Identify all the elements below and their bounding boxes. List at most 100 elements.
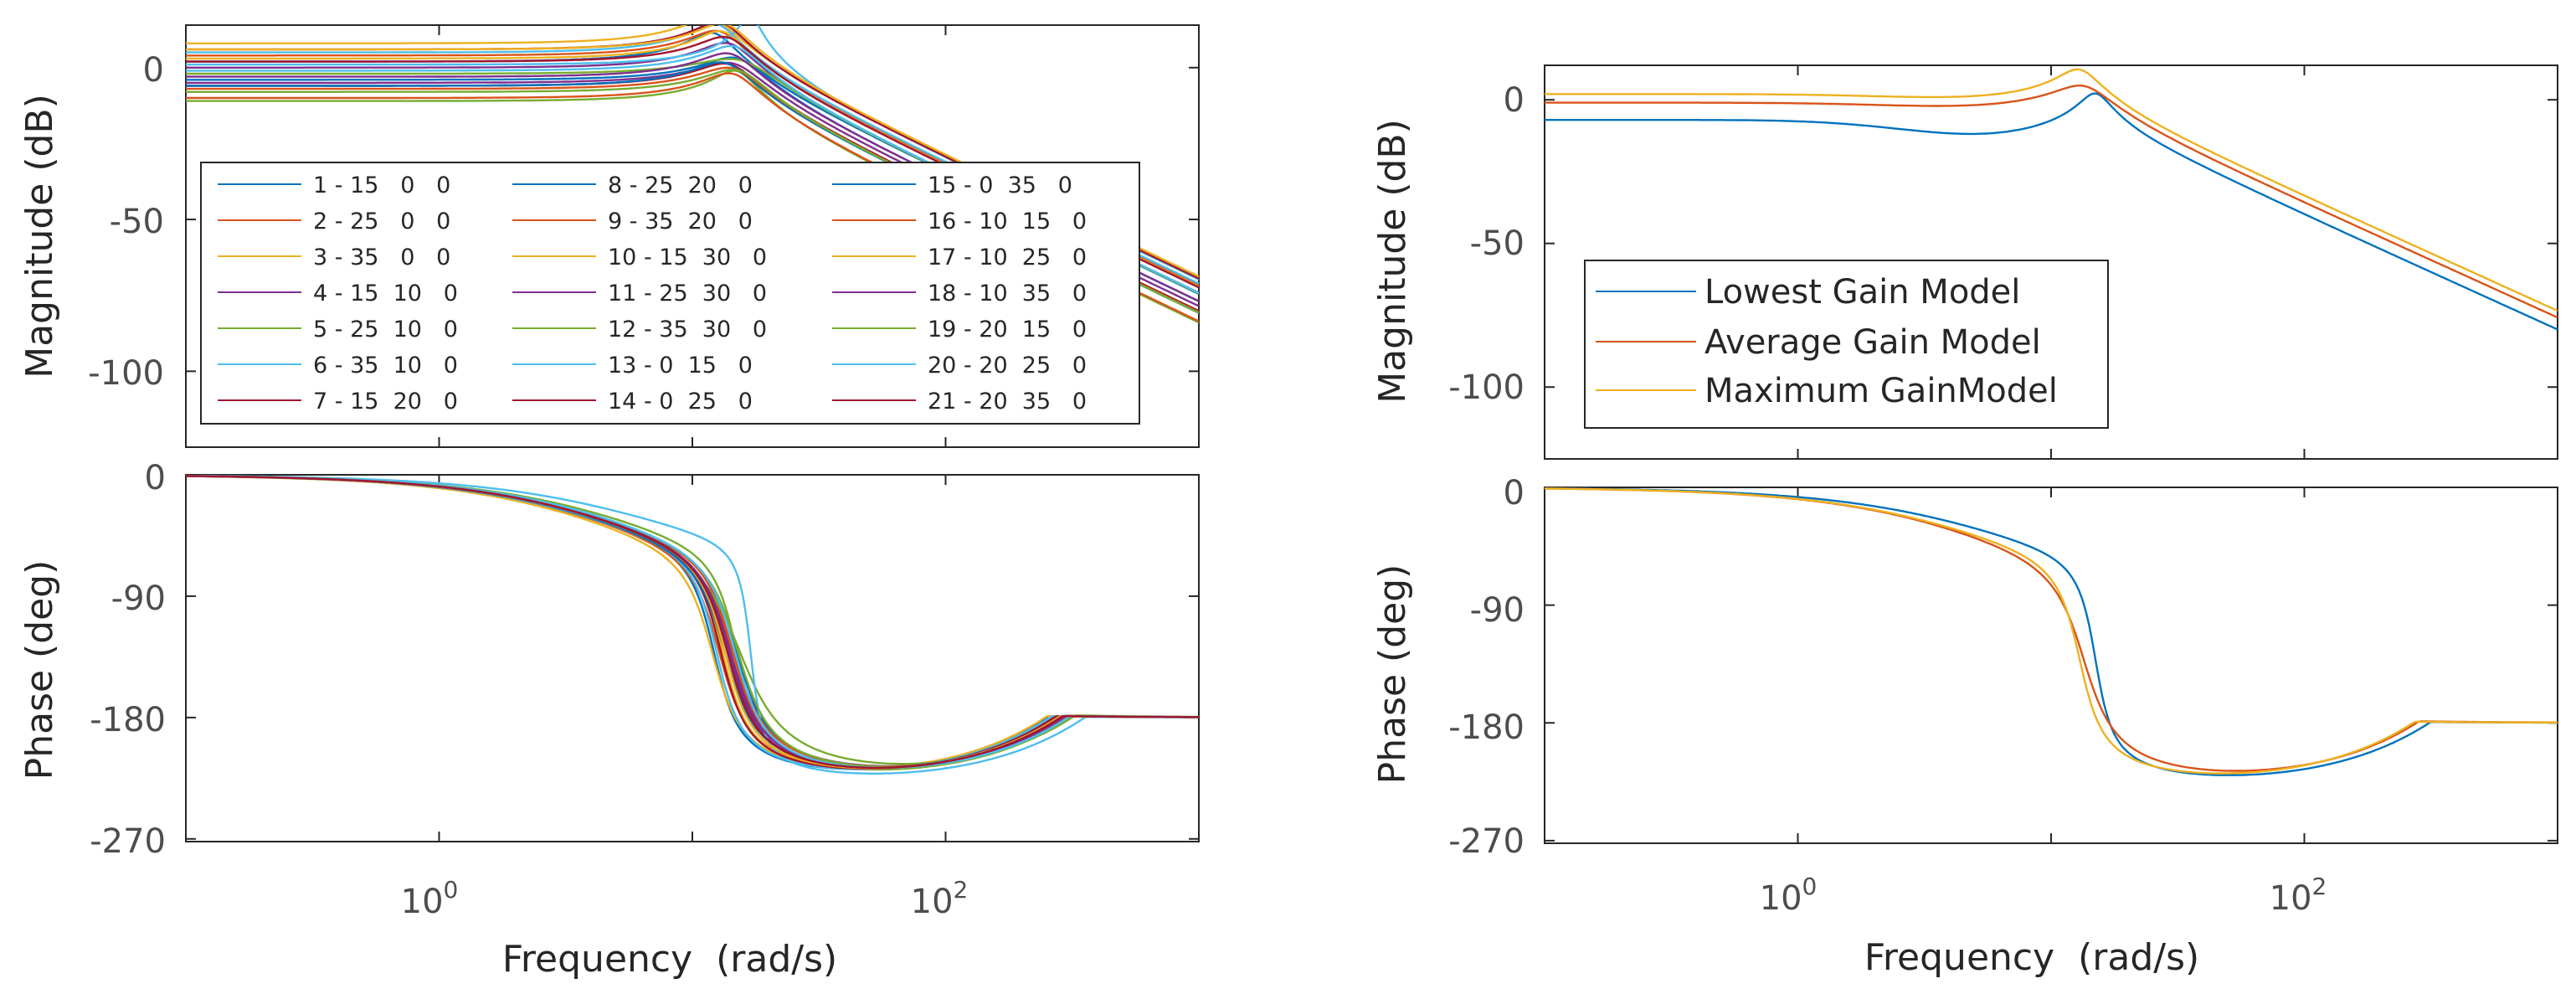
legend-label: 7 - 15 20 0 xyxy=(313,389,458,415)
series-line xyxy=(1545,68,2558,312)
series-line xyxy=(186,475,1199,770)
legend-entry: 16 - 10 15 0 xyxy=(832,209,1087,234)
legend-label: 6 - 35 10 0 xyxy=(313,353,458,379)
left-phase-axes: 0 -90 -180 -270 100 102 Phase (deg) Freq… xyxy=(18,459,1200,981)
right-phase-plot-area xyxy=(1544,487,2558,844)
legend-entry: 15 - 0 35 0 xyxy=(832,173,1072,198)
legend-label: 8 - 25 20 0 xyxy=(608,173,753,198)
legend-label: 17 - 10 25 0 xyxy=(928,245,1087,270)
left-phase-series xyxy=(186,475,1199,775)
legend-entry: 8 - 25 20 0 xyxy=(512,173,753,198)
right-xtick-labels: 100 102 xyxy=(1760,873,2327,918)
ytick-label: -180 xyxy=(1448,708,1525,747)
y-axis-label: Magnitude (dB) xyxy=(1371,119,1414,404)
legend-label: 3 - 35 0 0 xyxy=(313,245,450,270)
legend-label: 19 - 20 15 0 xyxy=(928,317,1087,342)
legend-entry: 2 - 25 0 0 xyxy=(218,209,450,234)
xtick-label: 100 xyxy=(1760,873,1818,918)
legend-label: 20 - 20 25 0 xyxy=(928,353,1087,379)
legend-entry: 6 - 35 10 0 xyxy=(218,353,458,379)
legend-label: 11 - 25 30 0 xyxy=(608,281,767,306)
y-axis-label: Magnitude (dB) xyxy=(18,94,61,379)
legend-entry: 4 - 15 10 0 xyxy=(218,281,458,306)
legend-entry: 21 - 20 35 0 xyxy=(832,389,1087,415)
legend-entry: Average Gain Model xyxy=(1596,323,2041,362)
left-phase-plot-area xyxy=(185,474,1200,842)
xtick-label: 102 xyxy=(911,876,969,921)
ytick-label: -270 xyxy=(1448,822,1525,861)
legend-entry: 14 - 0 25 0 xyxy=(512,389,753,415)
legend-entry: 7 - 15 20 0 xyxy=(218,389,458,415)
legend-label: 16 - 10 15 0 xyxy=(928,209,1087,234)
right-phase-axes: 0 -90 -180 -270 100 102 Phase (deg) Freq… xyxy=(1371,474,2558,979)
legend-entry: 1 - 15 0 0 xyxy=(218,173,450,198)
left-magnitude-ytick-labels: 0 -50 -100 xyxy=(88,51,164,393)
ytick-label: -100 xyxy=(1448,368,1525,407)
left-xtick-labels: 100 102 xyxy=(401,876,969,921)
right-phase-ytick-labels: 0 -90 -180 -270 xyxy=(1448,474,1525,861)
x-axis-label: Frequency (rad/s) xyxy=(1864,936,2199,979)
legend-entry: 19 - 20 15 0 xyxy=(832,317,1087,342)
legend-entry: 9 - 35 20 0 xyxy=(512,209,753,234)
legend-label: 13 - 0 15 0 xyxy=(608,353,753,379)
series-line xyxy=(186,475,1199,775)
legend-entries: 1 - 15 0 0 2 - 25 0 0 3 - 35 0 0 4 - 15 … xyxy=(218,173,1087,415)
legend-label: 9 - 35 20 0 xyxy=(608,209,753,234)
legend-label: 14 - 0 25 0 xyxy=(608,389,753,415)
right-magnitude-series xyxy=(1545,68,2558,331)
legend-label: Lowest Gain Model xyxy=(1704,273,2020,312)
legend-label: 18 - 10 35 0 xyxy=(928,281,1087,306)
xtick-label: 100 xyxy=(401,876,459,921)
series-line xyxy=(1545,487,2558,775)
right-legend: Lowest Gain Model Average Gain Model Max… xyxy=(1584,260,2109,429)
ytick-label: 0 xyxy=(145,459,166,497)
x-axis-label: Frequency (rad/s) xyxy=(502,938,837,981)
series-line xyxy=(1545,84,2558,319)
legend-entry: 20 - 20 25 0 xyxy=(832,353,1087,379)
legend-entry: 12 - 35 30 0 xyxy=(512,317,767,342)
legend-label: 12 - 35 30 0 xyxy=(608,317,767,342)
left-phase-ytick-labels: 0 -90 -180 -270 xyxy=(90,459,166,861)
right-magnitude-ticks xyxy=(1544,65,2558,459)
legend-box xyxy=(1584,260,2109,429)
xtick-label: 102 xyxy=(2270,873,2327,918)
left-bode-plot: 0 -50 -100 Magnitude (dB) 1 - 15 0 0 2 -… xyxy=(18,24,1200,981)
legend-label: 1 - 15 0 0 xyxy=(313,173,450,198)
ytick-label: 0 xyxy=(1504,81,1525,120)
y-axis-label: Phase (deg) xyxy=(1371,564,1414,785)
right-bode-plot: 0 -50 -100 Magnitude (dB) Lowest Gain Mo… xyxy=(1371,64,2558,979)
legend-label: 10 - 15 30 0 xyxy=(608,245,767,270)
legend-label: 4 - 15 10 0 xyxy=(313,281,458,306)
ytick-label: 0 xyxy=(143,51,164,90)
ytick-label: -270 xyxy=(90,822,166,861)
legend-entry: 13 - 0 15 0 xyxy=(512,353,753,379)
legend-entry: 10 - 15 30 0 xyxy=(512,245,767,270)
legend-label: 21 - 20 35 0 xyxy=(928,389,1087,415)
legend-label: Average Gain Model xyxy=(1704,323,2041,362)
legend-entry: 11 - 25 30 0 xyxy=(512,281,767,306)
ytick-label: -90 xyxy=(111,579,166,618)
left-legend: 1 - 15 0 0 2 - 25 0 0 3 - 35 0 0 4 - 15 … xyxy=(200,162,1140,425)
ytick-label: -180 xyxy=(90,701,166,739)
series-line xyxy=(1545,92,2558,331)
ytick-label: -50 xyxy=(110,203,164,241)
legend-entry: Maximum GainModel xyxy=(1596,372,2058,410)
y-axis-label: Phase (deg) xyxy=(18,560,61,780)
ytick-label: -90 xyxy=(1470,591,1525,630)
ytick-label: -100 xyxy=(88,354,164,393)
legend-entry: Lowest Gain Model xyxy=(1596,273,2020,312)
right-magnitude-ytick-labels: 0 -50 -100 xyxy=(1448,81,1525,407)
legend-entry: 3 - 35 0 0 xyxy=(218,245,450,270)
legend-entry: 17 - 10 25 0 xyxy=(832,245,1087,270)
legend-label: 2 - 25 0 0 xyxy=(313,209,450,234)
right-phase-series xyxy=(1545,487,2558,776)
legend-label: 15 - 0 35 0 xyxy=(928,173,1072,198)
ytick-label: -50 xyxy=(1470,224,1525,263)
legend-label: Maximum GainModel xyxy=(1704,372,2058,410)
ytick-label: 0 xyxy=(1504,474,1525,512)
legend-box xyxy=(200,162,1140,425)
legend-label: 5 - 25 10 0 xyxy=(313,317,458,342)
legend-entry: 5 - 25 10 0 xyxy=(218,317,458,342)
legend-entry: 18 - 10 35 0 xyxy=(832,281,1087,306)
